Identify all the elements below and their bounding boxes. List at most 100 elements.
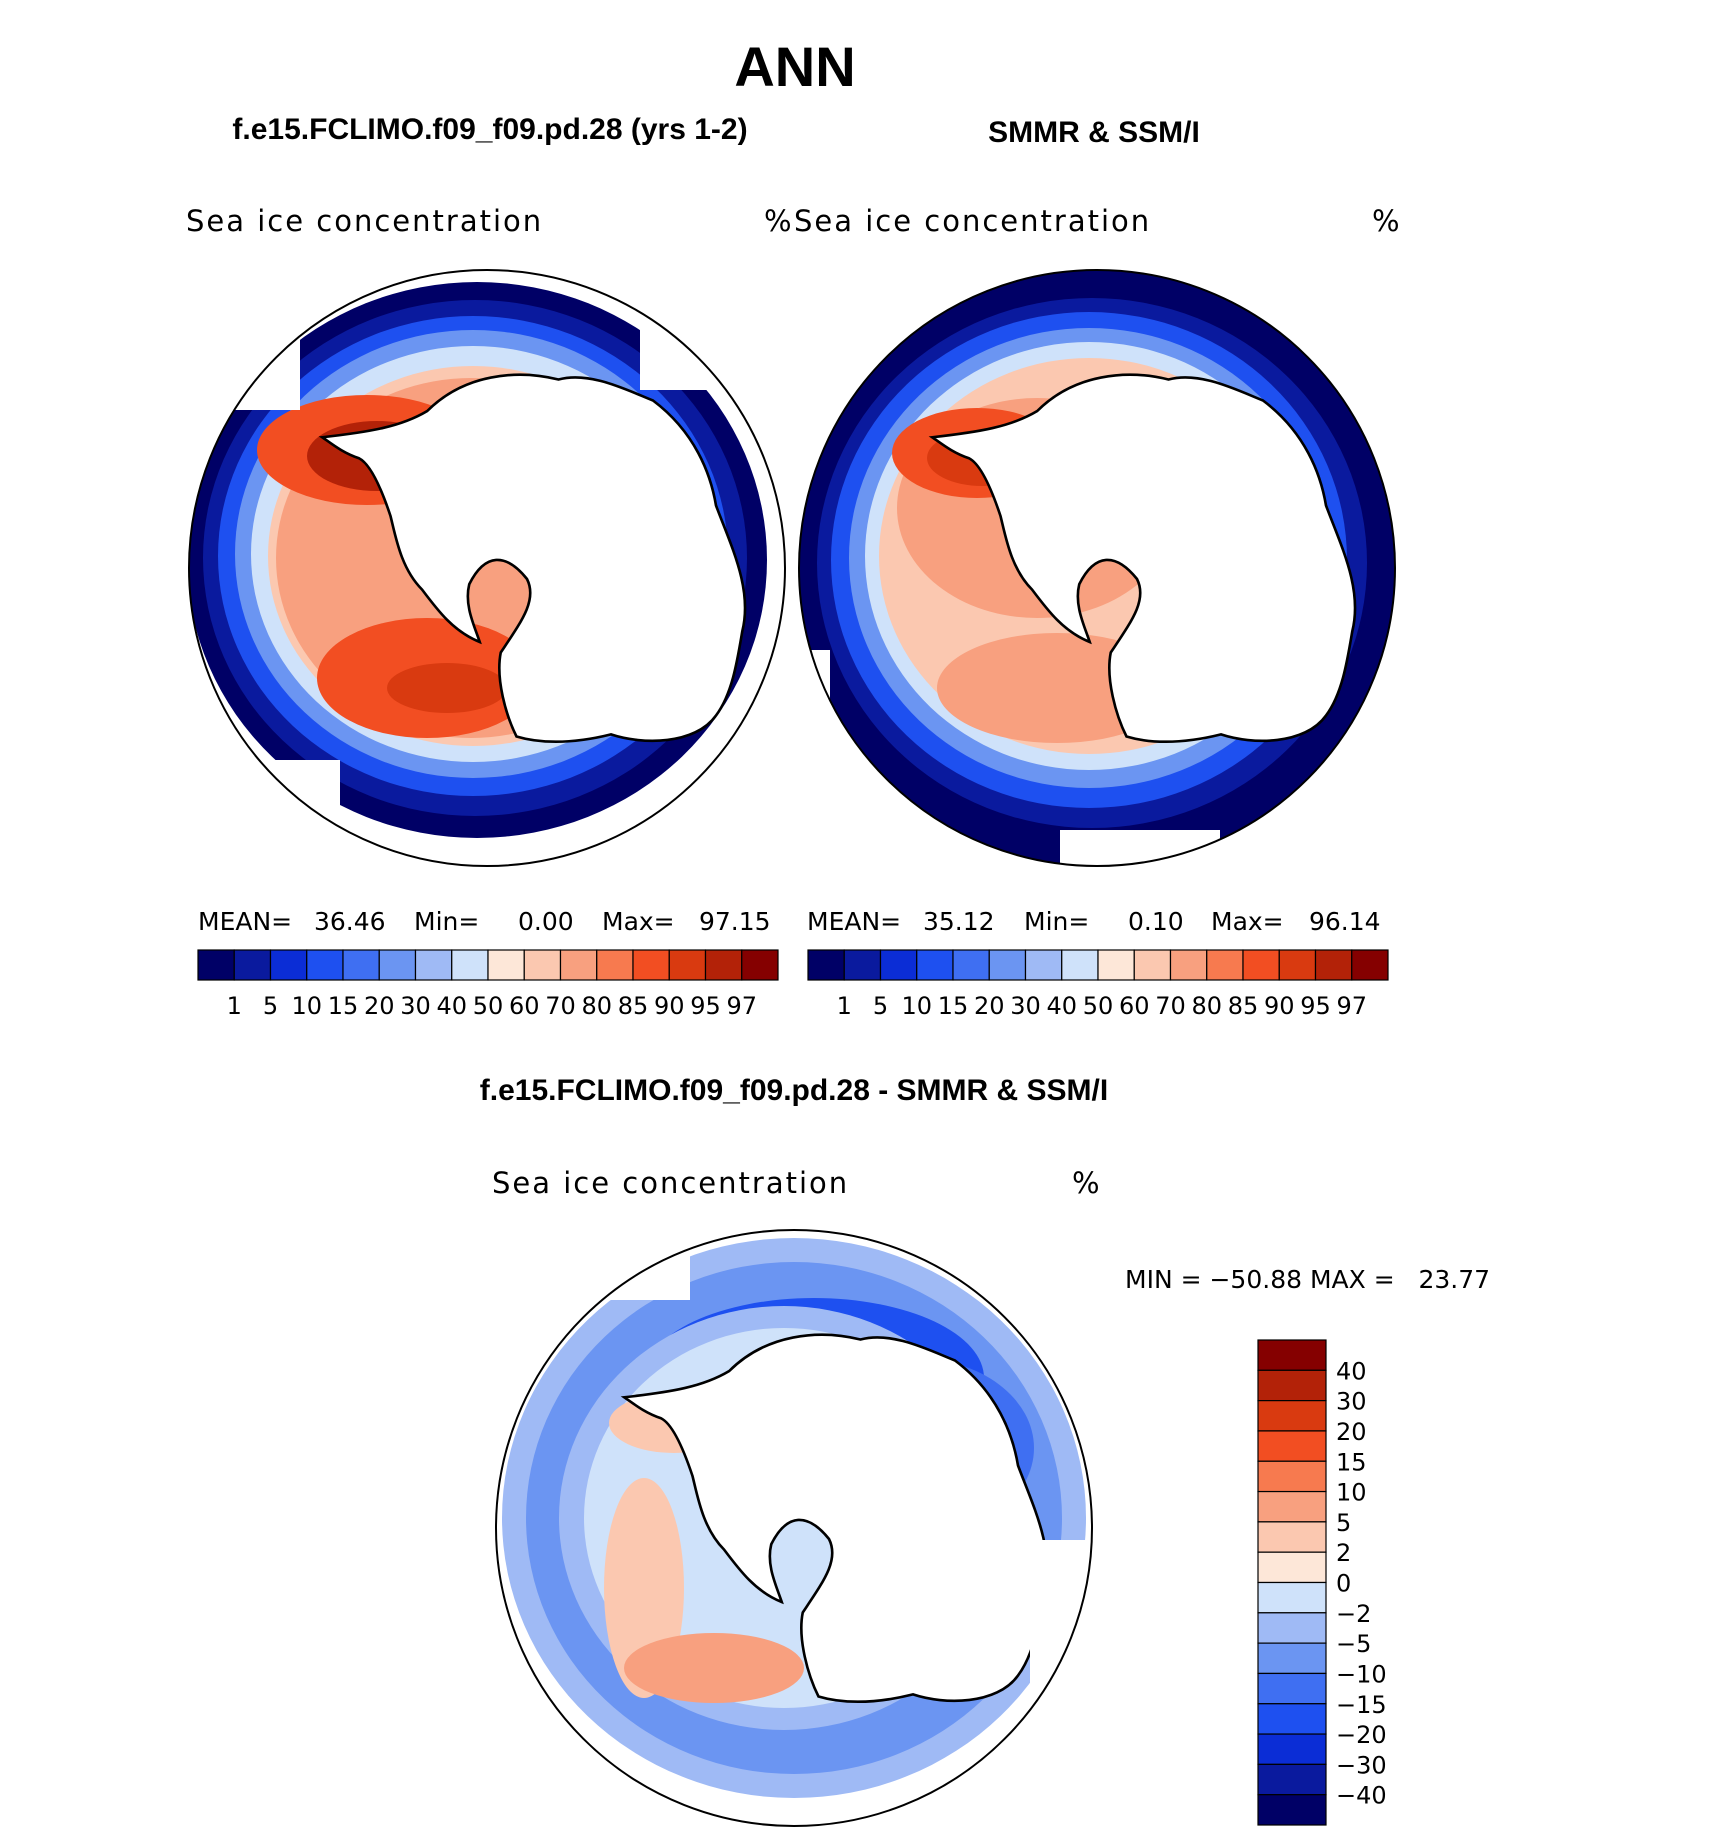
panel-diff-colorbar-swatch <box>1257 1339 1327 1371</box>
panel-obs-colorbar-swatch <box>1169 949 1208 981</box>
panel-model-map <box>189 270 785 866</box>
panel-model-variable: Sea ice concentration <box>186 204 543 238</box>
panel-diff-colorbar-tick-label: 40 <box>1336 1357 1367 1385</box>
panel-model-colorbar-swatch <box>523 949 562 981</box>
panel-model-colorbar-swatch <box>704 949 743 981</box>
panel-diff-colorbar-swatch <box>1257 1369 1327 1402</box>
panel-diff-colorbar-tick-label: 0 <box>1336 1570 1351 1598</box>
panel-diff-colorbar-tick-label: −40 <box>1336 1782 1387 1810</box>
panel-diff-colorbar-swatch <box>1257 1672 1327 1705</box>
panel-model-colorbar: 1 5 10 15 20 30 40 50 60 70 80 85 90 95 97 <box>197 949 779 1020</box>
panel-model-max-label: Max= <box>602 907 675 936</box>
panel-obs-colorbar-swatch <box>807 949 845 981</box>
panel-model-colorbar-tick-label: 80 <box>581 992 612 1020</box>
panel-model-colorbar-tick-label: 97 <box>726 992 757 1020</box>
panel-obs-variable: Sea ice concentration <box>794 204 1151 238</box>
panel-model-stats: MEAN= 36.46 Min= 0.00 Max= 97.15 <box>198 907 771 936</box>
panel-diff-colorbar-swatch <box>1257 1581 1327 1614</box>
panel-obs-colorbar-tick-label: 60 <box>1119 992 1150 1020</box>
panel-obs-colorbar-tick-label: 85 <box>1228 992 1259 1020</box>
panel-obs-colorbar-tick-label: 80 <box>1191 992 1222 1020</box>
panel-diff-colorbar-swatch <box>1257 1460 1327 1493</box>
panel-model-units: % <box>764 204 792 238</box>
panel-obs-colorbar-tick-label: 50 <box>1083 992 1114 1020</box>
panel-diff-map-border <box>495 1229 1093 1827</box>
panel-model: f.e15.FCLIMO.f09_f09.pd.28 (yrs 1-2) Sea… <box>186 113 792 1020</box>
panel-model-colorbar-tick-label: 15 <box>328 992 359 1020</box>
panel-diff-ice-field <box>502 1238 1086 1798</box>
panel-diff-colorbar-tick-label: −30 <box>1336 1751 1387 1779</box>
panel-diff-colorbar-tick-label: 15 <box>1336 1448 1367 1476</box>
panel-diff-colorbar-tick-label: −5 <box>1336 1630 1371 1658</box>
panel-model-mean: 36.46 <box>314 907 386 936</box>
panel-diff-colorbar-tick-label: 30 <box>1336 1388 1367 1416</box>
panel-obs-colorbar-tick-label: 97 <box>1336 992 1367 1020</box>
panel-model-map-border <box>188 269 786 867</box>
panel-obs: SMMR & SSM/I Sea ice concentration % <box>794 116 1400 1020</box>
panel-model-ice-field <box>189 282 767 838</box>
panel-obs-colorbar-tick-label: 10 <box>901 992 932 1020</box>
panel-obs-stats: MEAN= 35.12 Min= 0.10 Max= 96.14 <box>807 907 1381 936</box>
panel-model-colorbar-swatch <box>632 949 670 981</box>
panel-model-max: 97.15 <box>699 907 771 936</box>
panel-diff-colorbar-swatch <box>1257 1490 1327 1523</box>
panel-diff-units: % <box>1072 1166 1100 1200</box>
panel-obs-colorbar-swatch <box>1351 949 1389 981</box>
panel-obs-colorbar-swatch <box>879 949 918 981</box>
panel-model-colorbar-tick-label: 90 <box>654 992 685 1020</box>
panel-diff-colorbar-tick-label: −10 <box>1336 1660 1387 1688</box>
panel-obs-colorbar-tick-label: 70 <box>1155 992 1186 1020</box>
panel-diff-colorbar-tick-label: 10 <box>1336 1479 1367 1507</box>
panel-obs-map-border <box>798 269 1396 867</box>
panel-model-colorbar-swatch <box>269 949 308 981</box>
panel-model-colorbar-swatch <box>306 949 344 981</box>
panel-obs-map <box>799 270 1395 866</box>
panel-diff: f.e15.FCLIMO.f09_f09.pd.28 - SMMR & SSM/… <box>480 1074 1490 1827</box>
panel-model-colorbar-tick-label: 85 <box>618 992 649 1020</box>
panel-model-colorbar-swatch <box>233 949 272 981</box>
panel-diff-colorbar-swatch <box>1257 1521 1327 1553</box>
panel-obs-colorbar-swatch <box>1278 949 1317 981</box>
panel-obs-colorbar-tick-label: 15 <box>938 992 969 1020</box>
panel-model-colorbar-swatch <box>487 949 525 981</box>
panel-diff-colorbar-swatch <box>1257 1551 1327 1584</box>
panel-model-colorbar-tick-label: 95 <box>690 992 721 1020</box>
panel-obs-colorbar-tick-label: 40 <box>1046 992 1077 1020</box>
panel-diff-colorbar-swatch <box>1257 1733 1327 1765</box>
panel-obs-colorbar-tick-label: 20 <box>974 992 1005 1020</box>
panel-diff-header: f.e15.FCLIMO.f09_f09.pd.28 - SMMR & SSM/… <box>480 1074 1108 1107</box>
panel-diff-colorbar-tick-label: −20 <box>1336 1721 1387 1749</box>
page-title: ANN <box>734 35 855 98</box>
panel-obs-colorbar-tick-label: 1 <box>837 992 852 1020</box>
panel-obs-max: 96.14 <box>1309 907 1381 936</box>
panel-obs-colorbar-swatch <box>1097 949 1135 981</box>
panel-diff-colorbar-tick-label: 20 <box>1336 1418 1367 1446</box>
panel-obs-colorbar-tick-label: 5 <box>873 992 888 1020</box>
panel-obs-colorbar-swatch <box>1061 949 1099 981</box>
panel-obs-colorbar-tick-label: 95 <box>1300 992 1331 1020</box>
panel-model-colorbar-swatch <box>342 949 380 981</box>
panel-model-colorbar-swatch <box>414 949 453 981</box>
panel-diff-colorbar-swatch <box>1257 1794 1327 1826</box>
panel-model-colorbar-tick-label: 40 <box>436 992 467 1020</box>
panel-model-mean-label: MEAN= <box>198 907 292 936</box>
panel-obs-min-label: Min= <box>1024 907 1089 936</box>
panel-model-min: 0.00 <box>518 907 574 936</box>
panel-obs-colorbar-swatch <box>916 949 954 981</box>
panel-obs-mean: 35.12 <box>923 907 995 936</box>
panel-diff-colorbar-swatch <box>1257 1763 1327 1796</box>
panel-model-colorbar-swatch <box>451 949 489 981</box>
panel-obs-units: % <box>1372 204 1400 238</box>
panel-obs-colorbar-swatch <box>843 949 882 981</box>
panel-diff-variable: Sea ice concentration <box>492 1166 849 1200</box>
panel-model-min-label: Min= <box>414 907 479 936</box>
panel-diff-colorbar-swatch <box>1257 1703 1327 1735</box>
panel-model-colorbar-swatch <box>741 949 779 981</box>
panel-obs-mean-label: MEAN= <box>807 907 901 936</box>
panel-model-colorbar-swatch <box>596 949 634 981</box>
panel-obs-colorbar-swatch <box>1133 949 1172 981</box>
panel-model-colorbar-swatch <box>559 949 598 981</box>
panel-model-colorbar-tick-label: 5 <box>263 992 278 1020</box>
panel-diff-colorbar-swatch <box>1257 1642 1327 1675</box>
